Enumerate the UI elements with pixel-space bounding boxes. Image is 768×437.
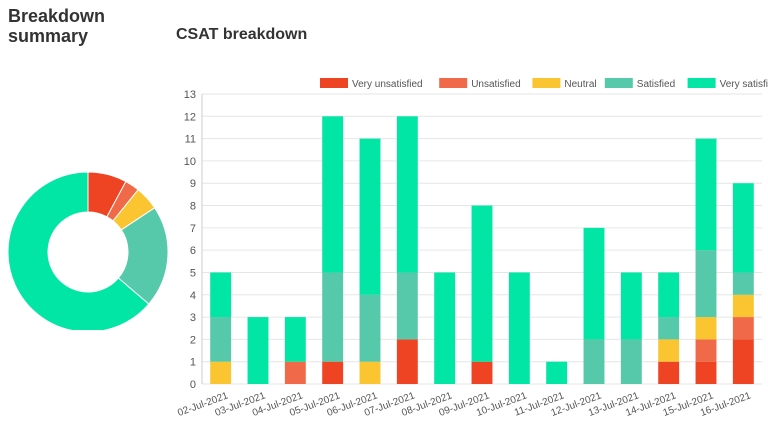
bar-segment-very-satisfied <box>471 205 493 362</box>
bar-segment-very-satisfied <box>434 272 456 384</box>
bar-segment-satisfied <box>620 339 642 384</box>
bar-segment-satisfied <box>695 250 717 318</box>
bar-segment-very-satisfied <box>658 272 680 318</box>
bar-segment-satisfied <box>359 294 381 362</box>
bar-segment-neutral <box>359 361 381 384</box>
y-tick-label: 6 <box>190 245 196 257</box>
bar-segment-very-satisfied <box>546 361 568 384</box>
y-tick-label: 5 <box>190 267 196 279</box>
y-tick-label: 13 <box>184 89 196 101</box>
legend-label: Very satisfied <box>720 79 768 90</box>
bar-segment-very-unsatisfied <box>396 339 418 384</box>
y-tick-label: 8 <box>190 201 196 213</box>
bar-segment-very-satisfied <box>583 227 605 340</box>
donut-slice-4 <box>7 171 150 330</box>
y-tick-label: 1 <box>190 357 196 369</box>
y-tick-label: 11 <box>185 134 196 146</box>
bar-segment-very-satisfied <box>210 272 232 318</box>
bar-segment-neutral <box>210 361 232 384</box>
bar-segment-very-satisfied <box>359 138 381 295</box>
legend-label: Neutral <box>564 79 596 90</box>
legend-swatch <box>320 78 348 88</box>
y-tick-label: 2 <box>190 334 196 346</box>
bar-segment-very-satisfied <box>322 116 344 273</box>
bar-segment-unsatisfied <box>732 317 754 340</box>
legend-label: Satisfied <box>637 79 675 90</box>
bar-segment-satisfied <box>322 272 344 362</box>
y-tick-label: 12 <box>184 111 196 123</box>
bar-segment-neutral <box>695 317 717 340</box>
bar-segment-very-unsatisfied <box>658 361 680 384</box>
csat-bar-chart: 01234567891011121302-Jul-202103-Jul-2021… <box>176 78 768 419</box>
y-tick-label: 9 <box>190 178 196 190</box>
legend-swatch <box>532 78 561 88</box>
bar-segment-very-unsatisfied <box>695 361 717 384</box>
bar-segment-very-satisfied <box>247 317 269 384</box>
bar-segment-very-satisfied <box>732 183 754 273</box>
legend-swatch <box>439 78 468 88</box>
bar-segment-very-satisfied <box>284 317 306 362</box>
legend-label: Very unsatisfied <box>352 79 423 90</box>
bar-segment-very-satisfied <box>620 272 642 340</box>
bar-segment-satisfied <box>658 317 680 340</box>
bar-segment-satisfied <box>583 339 605 384</box>
y-tick-label: 0 <box>190 379 196 391</box>
bar-segment-very-unsatisfied <box>471 361 493 384</box>
bar-segment-satisfied <box>396 272 418 340</box>
donut-chart <box>7 171 169 330</box>
bar-segment-very-satisfied <box>508 272 530 384</box>
bar-segment-neutral <box>732 294 754 318</box>
y-tick-label: 10 <box>184 156 196 168</box>
bar-segment-very-satisfied <box>695 138 717 251</box>
y-tick-label: 7 <box>190 223 196 235</box>
legend-label: Unsatisfied <box>471 79 520 90</box>
bar-segment-satisfied <box>210 317 232 362</box>
legend-swatch <box>687 78 716 88</box>
bar-segment-unsatisfied <box>695 339 717 362</box>
legend-swatch <box>604 78 633 88</box>
bar-segment-very-unsatisfied <box>732 339 754 384</box>
bar-segment-very-satisfied <box>396 116 418 273</box>
chart-title: CSAT breakdown <box>176 26 308 43</box>
bar-segment-satisfied <box>732 272 754 295</box>
bar-segment-neutral <box>658 339 680 362</box>
bar-segment-very-unsatisfied <box>322 361 344 384</box>
y-tick-label: 4 <box>190 290 196 302</box>
summary-title: Breakdown summary <box>8 6 106 46</box>
bar-segment-unsatisfied <box>284 361 306 384</box>
y-tick-label: 3 <box>190 312 196 324</box>
